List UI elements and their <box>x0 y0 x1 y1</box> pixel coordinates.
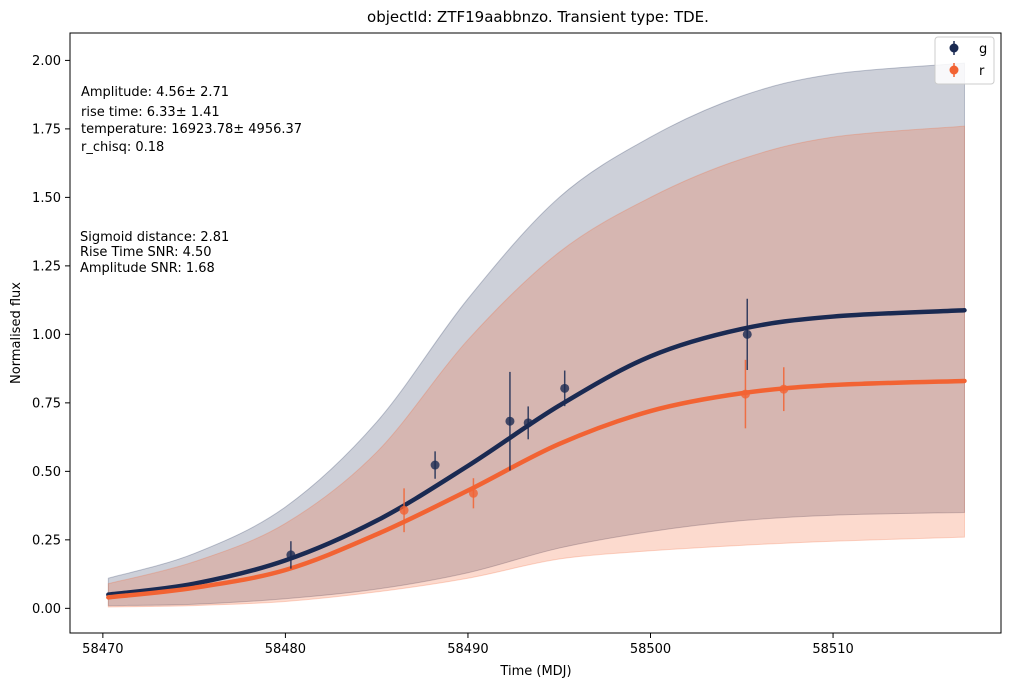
annotation-amplitude-snr: Amplitude SNR: 1.68 <box>80 261 215 276</box>
marker <box>779 384 789 394</box>
data-point-g-5 <box>742 298 752 370</box>
annotation-r-chisq: r_chisq: 0.18 <box>81 140 164 155</box>
model-curve-r <box>106 378 967 600</box>
data-point-g-1 <box>430 451 440 479</box>
marker <box>430 460 440 470</box>
y-tick-label: 1.25 <box>32 259 61 274</box>
y-tick-label: 0.00 <box>32 602 61 617</box>
legend-g-marker <box>949 43 959 53</box>
marker <box>286 550 296 560</box>
data-point-r-0 <box>399 488 409 533</box>
annotation-sigmoid-distance: Sigmoid distance: 2.81 <box>80 230 229 245</box>
model-curve-g <box>106 308 967 597</box>
y-axis-label: Normalised flux <box>9 282 24 384</box>
fit-annotations: Amplitude: 4.56± 2.71 rise time: 6.33± 1… <box>80 85 302 276</box>
chart-title: objectId: ZTF19aabbnzo. Transient type: … <box>367 8 709 26</box>
marker <box>560 383 570 393</box>
data-point-r-2 <box>740 359 750 429</box>
y-tick-label: 0.50 <box>32 465 61 480</box>
legend-r-marker <box>949 65 959 75</box>
y-tick-label: 2.00 <box>32 54 61 69</box>
data-point-g-2 <box>505 371 515 471</box>
axes-frame <box>69 32 1002 634</box>
data-point-g-3 <box>523 406 533 440</box>
band-r <box>107 125 965 608</box>
plot-area <box>106 62 967 608</box>
marker <box>740 389 750 399</box>
annotation-temperature: temperature: 16923.78± 4956.37 <box>81 122 302 137</box>
marker <box>505 416 515 426</box>
legend[interactable]: g r <box>934 36 995 85</box>
marker <box>468 488 478 498</box>
legend-g-label: g <box>979 42 987 57</box>
annotation-amplitude: Amplitude: 4.56± 2.71 <box>81 85 229 100</box>
x-axis-label: Time (MDJ) <box>499 664 571 679</box>
marker <box>399 505 409 515</box>
data-point-g-0 <box>286 541 296 569</box>
annotation-rise-time: rise time: 6.33± 1.41 <box>81 105 220 120</box>
x-tick-label: 58510 <box>812 642 853 657</box>
y-tick-label: 1.75 <box>32 122 61 137</box>
y-tick-label: 0.75 <box>32 396 61 411</box>
data-point-r-3 <box>779 367 789 412</box>
legend-r-label: r <box>979 64 985 79</box>
axis-ticks: 58470 58480 58490 58500 58510 0.00 0.25 0.50 0.7… <box>32 54 854 657</box>
x-tick-label: 58480 <box>265 642 306 657</box>
x-tick-label: 58470 <box>82 642 123 657</box>
y-tick-label: 1.50 <box>32 191 61 206</box>
marker <box>523 418 533 428</box>
x-tick-label: 58490 <box>447 642 488 657</box>
y-tick-label: 1.00 <box>32 328 61 343</box>
y-tick-label: 0.25 <box>32 533 61 548</box>
annotation-rise-time-snr: Rise Time SNR: 4.50 <box>80 245 212 260</box>
x-tick-label: 58500 <box>630 642 671 657</box>
data-point-g-4 <box>560 370 570 407</box>
marker <box>742 329 752 339</box>
data-point-r-1 <box>468 478 478 509</box>
